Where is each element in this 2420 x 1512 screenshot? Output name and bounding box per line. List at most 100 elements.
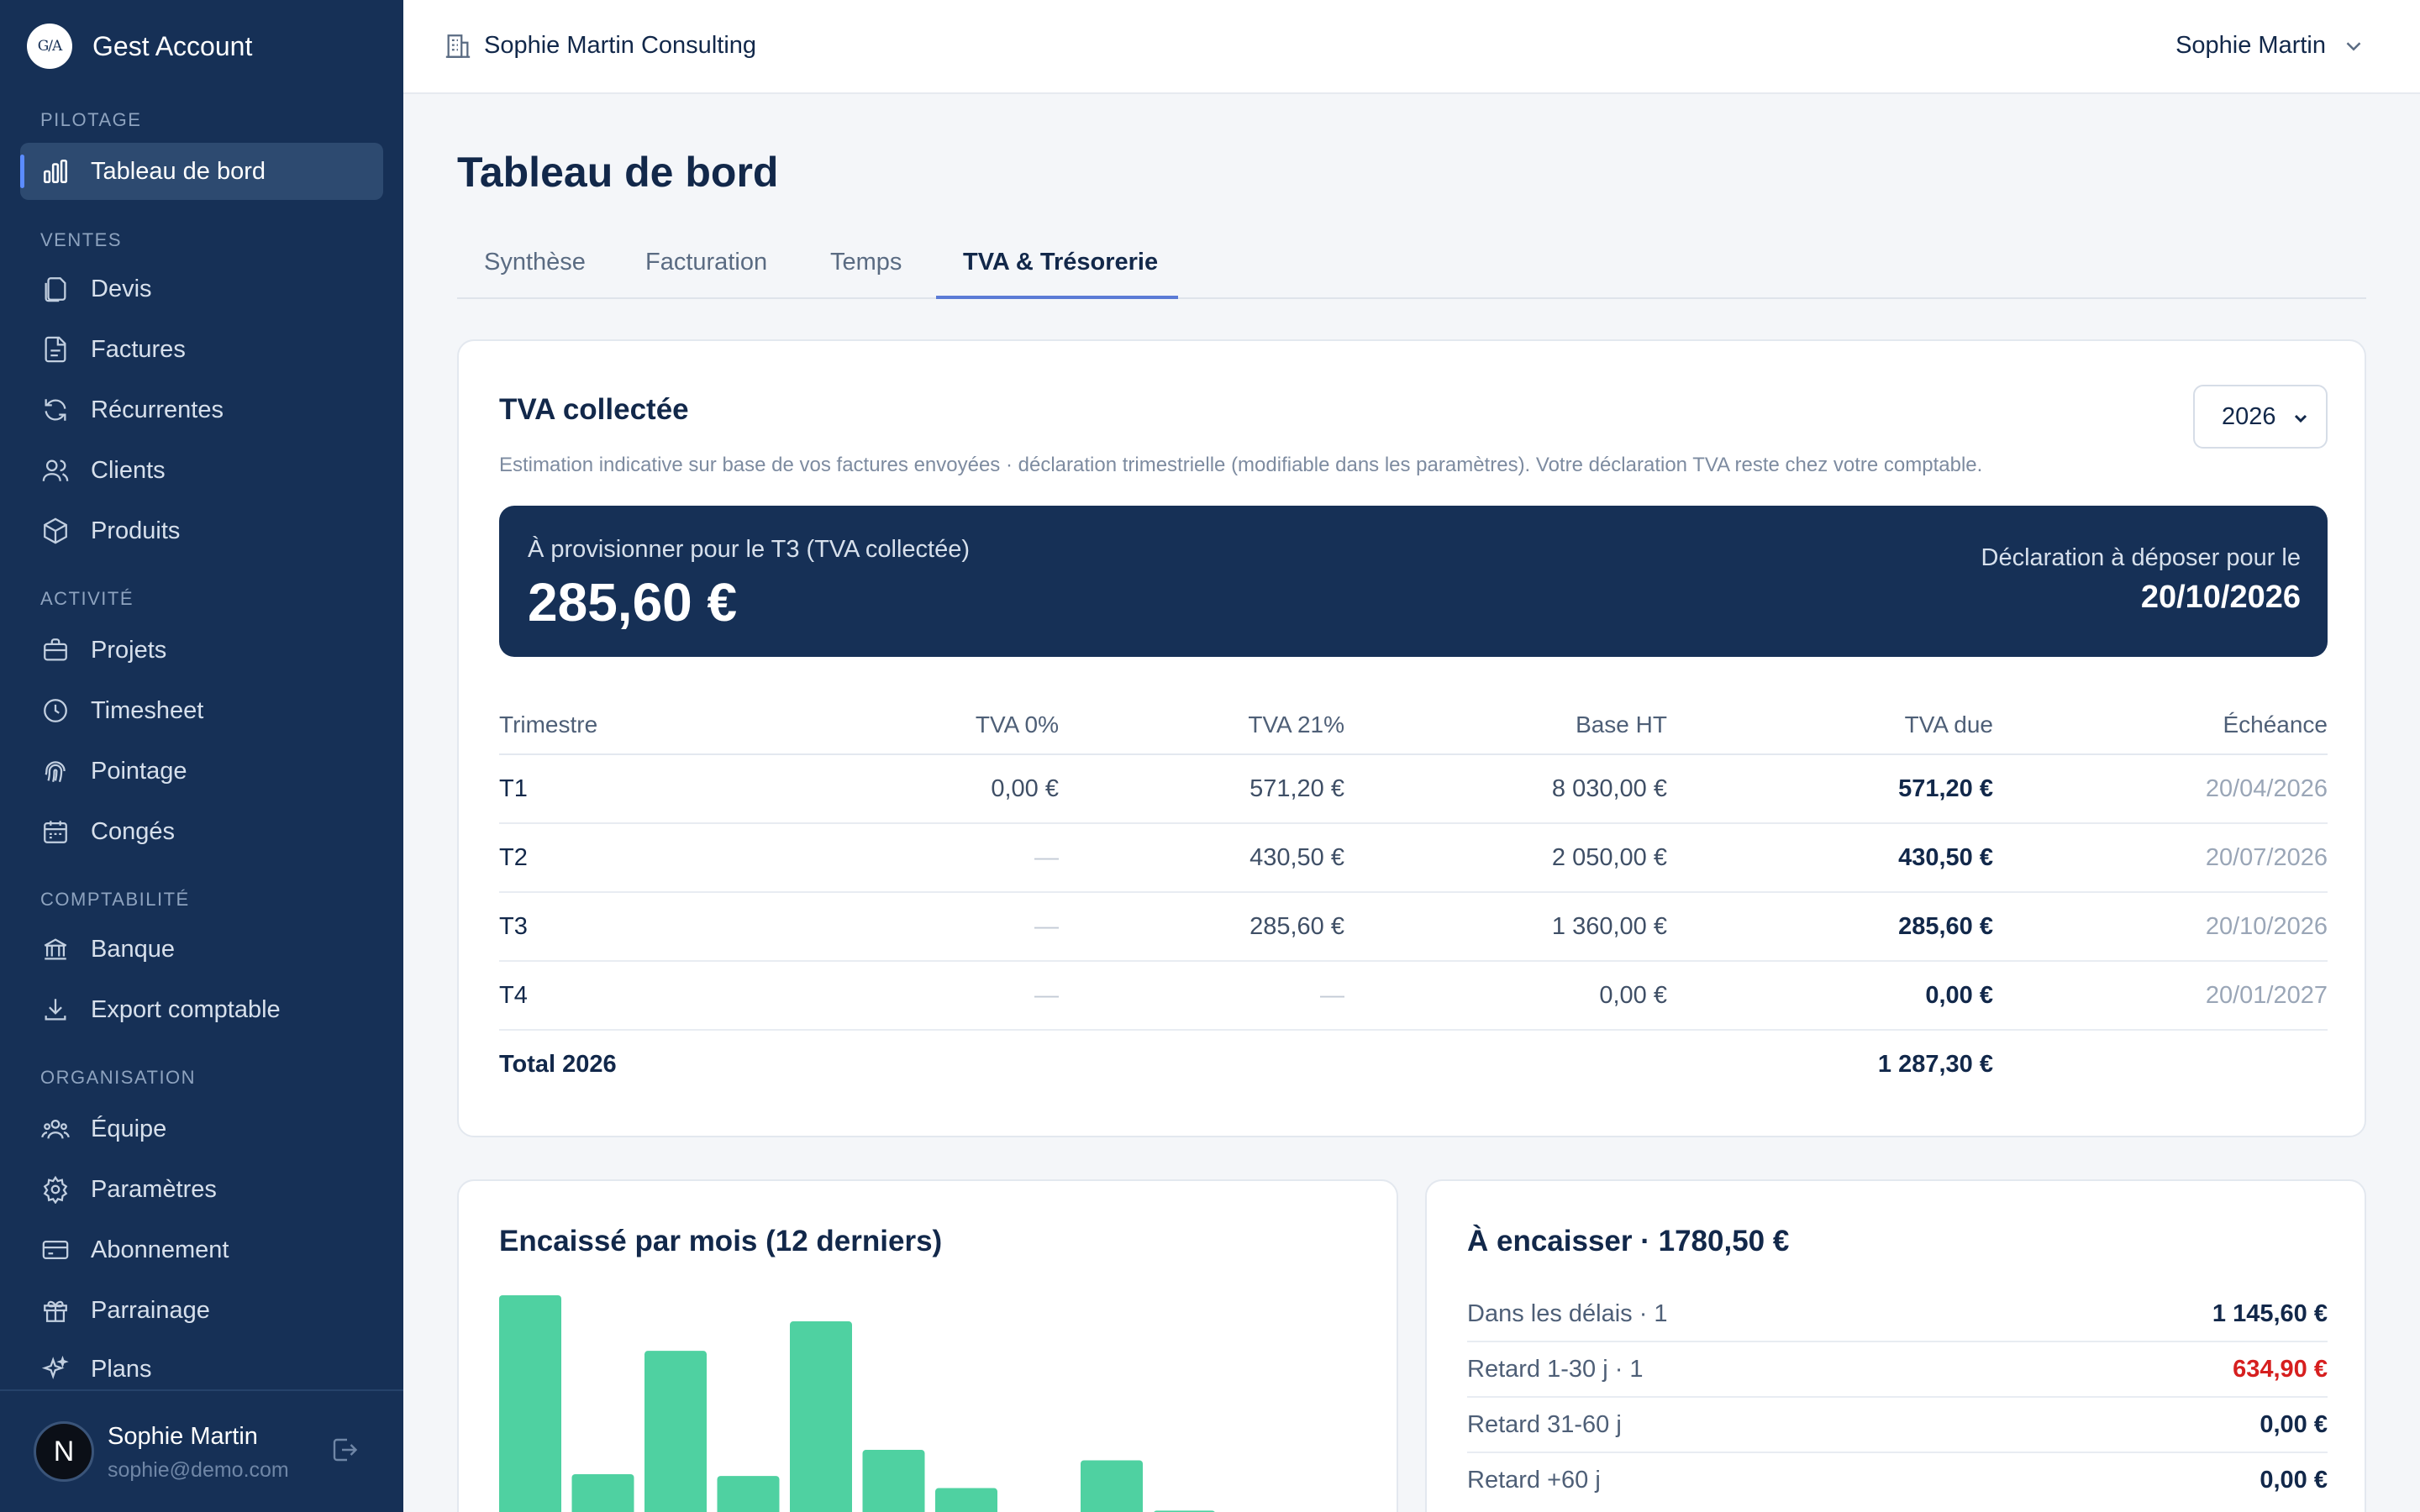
sidebar-item-label: Congés [91,817,175,845]
column-header: TVA 0% [751,701,1059,755]
organization-name[interactable]: Sophie Martin Consulting [484,32,757,59]
nav-section-ventes: VENTES [40,229,123,250]
account-menu[interactable]: Sophie Martin [2175,32,2326,59]
sidebar-item-label: Clients [91,456,166,484]
year-select-value: 2026 [2222,402,2276,430]
sparkles-icon [40,1354,71,1384]
tva0-cell: — [751,892,1059,962]
sidebar-item-export-comptable[interactable]: Export comptable [20,981,383,1038]
quarter-cell: T3 [499,892,751,962]
brand[interactable]: G/A Gest Account [27,24,252,69]
tab-tva-tresorerie[interactable]: TVA & Trésorerie [963,249,1159,276]
deadline-label: Déclaration à déposer pour le [1981,544,2301,571]
tva0-cell: — [751,823,1059,893]
sidebar-item-devis[interactable]: Devis [20,260,383,318]
sidebar-item-banque[interactable]: Banque [20,921,383,978]
bank-icon [40,934,71,964]
fingerprint-icon [40,756,71,786]
receivable-amount: 1 145,60 € [2212,1300,2328,1327]
tva21-cell: — [1059,961,1344,1031]
column-header: Base HT [1344,701,1667,755]
team-icon [40,1114,71,1144]
tab-facturation[interactable]: Facturation [645,249,768,276]
sidebar-item-parametres[interactable]: Paramètres [20,1161,383,1218]
documents-icon [40,274,71,304]
nav-section-organisation: ORGANISATION [40,1067,197,1088]
chart-bar [935,1488,997,1512]
table-header: Trimestre TVA 0% TVA 21% Base HT TVA due… [499,701,2328,755]
sidebar-item-label: Abonnement [91,1236,229,1263]
avatar[interactable]: N [34,1421,94,1482]
sidebar: G/A Gest Account PILOTAGE Tableau de bor… [0,0,403,1512]
column-header: TVA due [1667,701,1993,755]
chevron-down-icon[interactable] [2341,34,2366,59]
sidebar-item-produits[interactable]: Produits [20,502,383,559]
receivable-label: Dans les délais · 1 [1467,1300,1668,1327]
gift-icon [40,1295,71,1326]
sidebar-item-factures[interactable]: Factures [20,321,383,378]
user-email: sophie@demo.com [108,1458,289,1482]
deadline-date: 20/10/2026 [2140,580,2301,615]
chevron-down-icon [2294,414,2307,423]
chart-bar [1081,1460,1143,1512]
tva-card: TVA collectée 2026 Estimation indicative… [457,339,2366,1137]
calendar-icon [40,816,71,847]
sidebar-item-clients[interactable]: Clients [20,442,383,499]
cashflow-card: Encaissé par mois (12 derniers) [457,1179,1398,1512]
sidebar-item-label: Plans [91,1355,152,1383]
deadline-cell: 20/01/2027 [1993,961,2328,1031]
receivable-label: Retard 1-30 j · 1 [1467,1356,1644,1383]
tab-synthese[interactable]: Synthèse [484,249,586,276]
tva21-cell: 430,50 € [1059,823,1344,893]
sidebar-item-projets[interactable]: Projets [20,622,383,679]
tva0-cell: — [751,961,1059,1031]
tva21-cell: 571,20 € [1059,754,1344,824]
quarter-cell: T1 [499,754,751,824]
box-icon [40,516,71,546]
empty-cell [1344,1030,1667,1099]
logout-icon[interactable] [329,1435,360,1465]
list-item: Retard 1-30 j · 1 634,90 € [1467,1342,2328,1398]
receivable-label: Retard +60 j [1467,1467,1601,1494]
sidebar-item-recurrentes[interactable]: Récurrentes [20,381,383,438]
chart-bar [790,1321,852,1512]
empty-cell [1059,1030,1344,1099]
brand-name: Gest Account [92,30,253,61]
sidebar-item-conges[interactable]: Congés [20,803,383,860]
chart-bar [499,1295,561,1512]
year-select[interactable]: 2026 [2193,385,2328,449]
base-ht-cell: 0,00 € [1344,961,1667,1031]
building-icon [445,34,471,58]
gear-icon [40,1174,71,1205]
tva-table: Trimestre TVA 0% TVA 21% Base HT TVA due… [499,701,2328,1099]
quarter-cell: T2 [499,823,751,893]
sidebar-item-timesheet[interactable]: Timesheet [20,682,383,739]
sidebar-item-tableau-de-bord[interactable]: Tableau de bord [20,143,383,200]
sidebar-item-abonnement[interactable]: Abonnement [20,1221,383,1278]
user-profile: N Sophie Martin sophie@demo.com [0,1389,403,1512]
quarter-cell: T4 [499,961,751,1031]
column-header: Échéance [1993,701,2328,755]
base-ht-cell: 1 360,00 € [1344,892,1667,962]
tva-due-cell: 0,00 € [1667,961,1993,1031]
base-ht-cell: 8 030,00 € [1344,754,1667,824]
tva21-cell: 285,60 € [1059,892,1344,962]
receivable-amount: 0,00 € [2260,1411,2328,1438]
sidebar-item-parrainage[interactable]: Parrainage [20,1282,383,1339]
sidebar-item-label: Parrainage [91,1296,210,1324]
sidebar-item-plans[interactable]: Plans [20,1341,383,1398]
sidebar-item-label: Banque [91,935,175,963]
provision-label: À provisionner pour le T3 (TVA collectée… [528,536,971,563]
table-row: T2 — 430,50 € 2 050,00 € 430,50 € 20/07/… [499,823,2328,893]
tab-temps[interactable]: Temps [830,249,902,276]
tva-due-cell: 285,60 € [1667,892,1993,962]
table-row: T3 — 285,60 € 1 360,00 € 285,60 € 20/10/… [499,892,2328,962]
nav-section-comptabilite: COMPTABILITÉ [40,889,190,910]
sidebar-item-label: Équipe [91,1115,167,1142]
sidebar-item-label: Pointage [91,757,187,785]
sidebar-item-pointage[interactable]: Pointage [20,743,383,800]
table-row: T1 0,00 € 571,20 € 8 030,00 € 571,20 € 2… [499,754,2328,824]
provision-amount: 285,60 € [528,572,738,633]
sidebar-item-equipe[interactable]: Équipe [20,1100,383,1158]
sidebar-item-label: Projets [91,636,167,664]
